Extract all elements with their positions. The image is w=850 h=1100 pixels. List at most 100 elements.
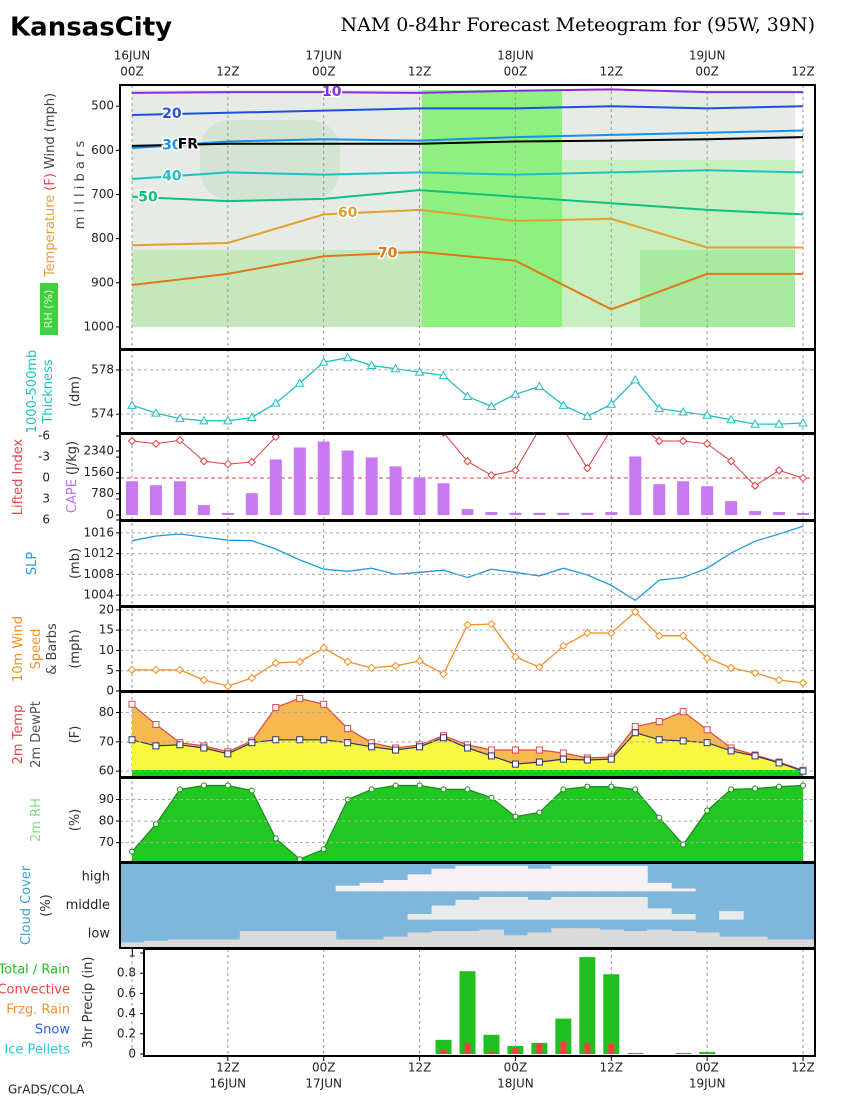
point xyxy=(800,782,807,789)
cloud-fraction xyxy=(767,939,792,948)
y-tick-label: 1016 xyxy=(83,525,114,539)
point xyxy=(200,782,207,789)
point xyxy=(798,678,808,688)
point xyxy=(392,746,400,754)
point xyxy=(607,755,615,763)
point xyxy=(320,700,328,708)
point xyxy=(774,675,784,685)
panel-label: (dm) xyxy=(68,376,83,407)
point xyxy=(774,419,784,428)
point xyxy=(655,718,663,726)
panel-label-part: 2m DewPt xyxy=(29,701,44,768)
panel-label: Cloud Cover xyxy=(19,865,34,945)
point xyxy=(270,398,281,407)
point xyxy=(583,628,592,638)
bar xyxy=(221,513,234,515)
point xyxy=(726,663,736,673)
panel-label-part: Cloud Cover xyxy=(19,865,34,945)
point xyxy=(223,459,233,469)
bar xyxy=(125,481,138,515)
cloud-fraction xyxy=(191,939,217,948)
bar xyxy=(317,441,330,515)
cloud-fraction xyxy=(599,897,624,920)
panel-plot xyxy=(128,782,807,862)
point xyxy=(726,414,736,424)
cloud-fraction xyxy=(407,914,433,920)
panel-label: Speed xyxy=(29,629,44,670)
cloud-fraction xyxy=(431,931,457,948)
point xyxy=(632,419,639,426)
cloud-fraction xyxy=(671,888,696,892)
panel-label-part: Lifted Index xyxy=(11,438,26,515)
bar xyxy=(365,457,378,515)
bar xyxy=(749,511,762,515)
y-tick-label: -3 xyxy=(38,450,50,464)
bottom-date-label: 17JUN xyxy=(305,1077,342,1091)
panel-label: (%) xyxy=(39,894,54,917)
cloud-fraction xyxy=(479,929,504,948)
panel-label-part: (%) xyxy=(39,894,54,917)
point xyxy=(726,457,736,466)
panel-plot xyxy=(131,88,804,311)
y-tick-label: 574 xyxy=(91,407,114,421)
panel-label: (F) xyxy=(68,726,83,744)
cloud-fraction xyxy=(599,929,624,948)
point xyxy=(296,419,303,426)
isotherm-label: 70 xyxy=(378,245,398,261)
cloud-level-label: high xyxy=(82,870,110,885)
panel-label-part: & Barbs xyxy=(45,623,60,675)
point xyxy=(487,619,496,629)
isotherm-label: 30 xyxy=(162,137,182,153)
point xyxy=(655,631,664,641)
point xyxy=(462,391,473,400)
point xyxy=(511,466,520,475)
point xyxy=(534,381,545,391)
point xyxy=(224,782,231,789)
point xyxy=(511,760,519,768)
point xyxy=(151,665,161,675)
bar xyxy=(797,513,810,515)
area-fill xyxy=(132,785,803,862)
point xyxy=(175,413,185,423)
point xyxy=(775,759,783,767)
point xyxy=(199,457,209,466)
cloud-fraction xyxy=(335,885,361,892)
panel-label: 1000-500mb xyxy=(25,350,40,434)
cloud-fraction xyxy=(479,897,504,920)
y-tick-label: 800 xyxy=(91,231,114,245)
panel-label: SLP xyxy=(25,552,40,575)
cloud-fraction xyxy=(407,874,433,892)
top-time-label: 12Z xyxy=(600,65,624,79)
point xyxy=(535,758,543,766)
bar xyxy=(701,486,714,515)
precip-bar xyxy=(627,1052,644,1054)
point xyxy=(199,675,209,685)
bar xyxy=(197,505,210,515)
cloud-fraction xyxy=(551,928,576,948)
cloud-fraction xyxy=(359,939,385,948)
cloud-fraction xyxy=(455,899,480,920)
point xyxy=(128,848,135,855)
bar xyxy=(413,477,426,515)
point xyxy=(248,787,255,794)
point xyxy=(176,786,183,793)
point xyxy=(679,708,687,716)
point xyxy=(511,746,519,754)
point xyxy=(320,846,327,853)
cloud-fraction xyxy=(743,936,768,948)
precip-bar xyxy=(459,971,476,1054)
isotherm xyxy=(131,136,804,147)
bottom-time-label: 00Z xyxy=(312,1061,336,1075)
legend-entry: Ice Pellets xyxy=(4,1043,70,1058)
precip-bar xyxy=(584,1042,591,1054)
cloud-fraction xyxy=(503,897,528,920)
point xyxy=(175,436,185,445)
panel-label-part: 2m Temp xyxy=(11,705,26,765)
bottom-date-label: 19JUN xyxy=(689,1077,726,1091)
point xyxy=(463,620,472,630)
panel-label: 3hr Precip (in) xyxy=(81,957,96,1049)
point xyxy=(416,782,423,789)
cloud-fraction xyxy=(455,865,480,892)
bar xyxy=(245,493,258,515)
precip-bar xyxy=(555,1018,572,1054)
